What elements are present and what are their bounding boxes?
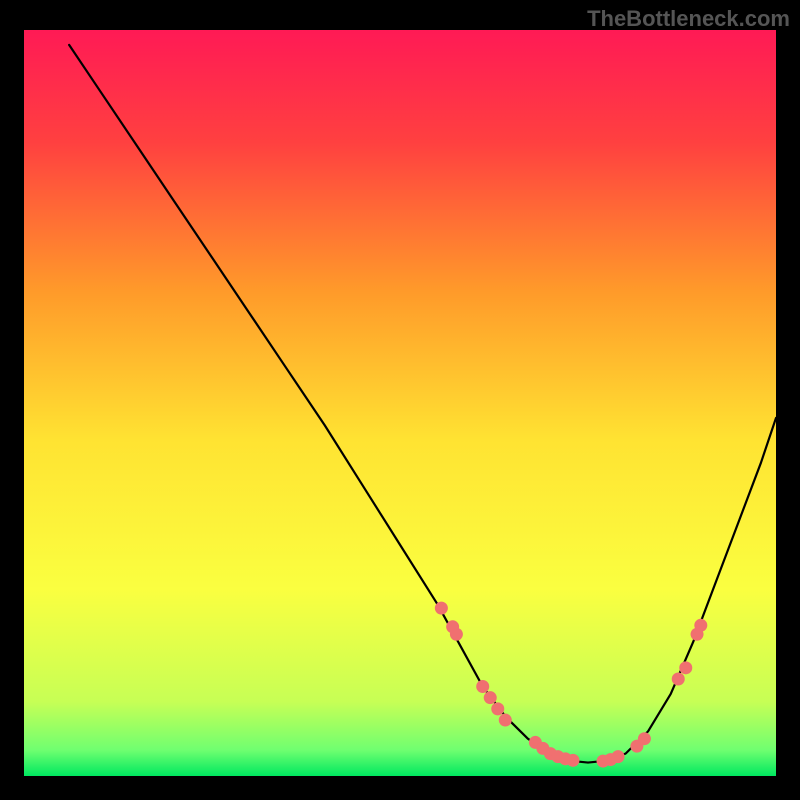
marker-point [476, 680, 489, 693]
plot-area [24, 30, 776, 776]
marker-point [435, 602, 448, 615]
chart-container: TheBottleneck.com [0, 0, 800, 800]
marker-point [638, 732, 651, 745]
marker-point [499, 714, 512, 727]
marker-point [484, 691, 497, 704]
watermark-text: TheBottleneck.com [587, 6, 790, 32]
marker-point [612, 750, 625, 763]
marker-point [694, 619, 707, 632]
plot-svg [24, 30, 776, 776]
marker-point [679, 661, 692, 674]
marker-point [491, 702, 504, 715]
marker-point [672, 673, 685, 686]
marker-point [450, 628, 463, 641]
gradient-background [24, 30, 776, 776]
marker-point [566, 754, 579, 767]
